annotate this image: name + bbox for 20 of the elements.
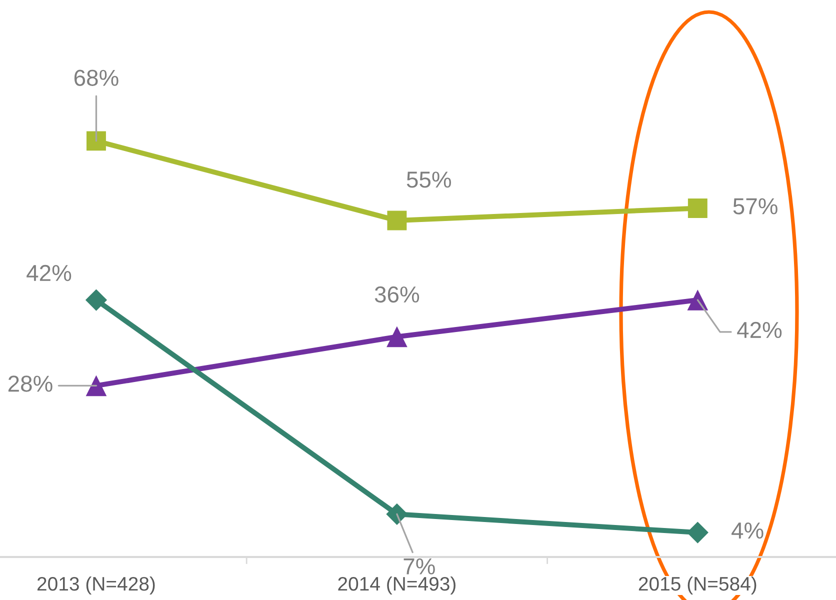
point [86,375,107,396]
point [386,326,408,348]
point [86,131,106,151]
data-label: 42% [26,264,72,282]
point [686,522,708,544]
point [386,503,408,525]
data-label: 4% [732,522,764,539]
data-label: 7% [404,558,435,574]
x-tick-label: 2014 (N=493) [338,576,456,595]
data-label: 55% [406,172,452,188]
data-label: 68% [74,70,118,86]
point [85,289,108,311]
x-tick-label: 2013 (N=428) [37,576,155,595]
x-tick-label: 2015 (N=584) [638,576,756,595]
data-label: 36% [374,286,420,303]
data-label: 28% [8,376,52,392]
data-label: 42% [737,322,782,338]
point [387,210,407,230]
point [688,198,708,218]
data-label: 57% [733,198,778,214]
